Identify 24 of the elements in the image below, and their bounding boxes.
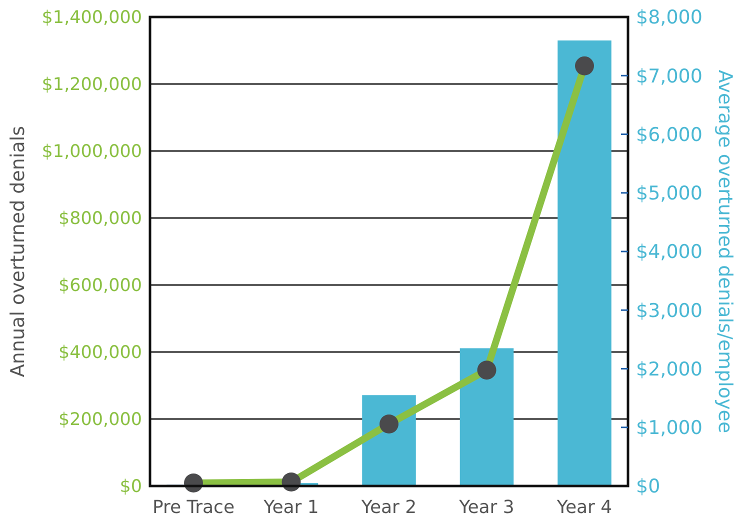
- y-tick-label: $400,000: [58, 343, 142, 364]
- y2-tick-label: $1,000: [636, 417, 702, 440]
- y-tick-label: $1,200,000: [42, 75, 142, 96]
- y2-tick-label: $5,000: [636, 182, 702, 205]
- y-tick-label: $800,000: [58, 209, 142, 230]
- y-tick-label: $1,400,000: [42, 8, 142, 28]
- y2-tick-label: $6,000: [636, 124, 702, 146]
- y-tick-label: $0: [120, 477, 142, 498]
- x-tick-label: Year 1: [262, 497, 319, 518]
- y2-tick-label: $8,000: [636, 6, 702, 29]
- y2-tick-label: $0: [636, 476, 660, 498]
- y-tick-label: $200,000: [58, 410, 142, 430]
- y2-axis-title: Average overturned denials/employee: [714, 70, 736, 434]
- x-tick-label: Pre Trace: [152, 497, 235, 518]
- y2-tick-label: $7,000: [636, 65, 702, 88]
- y-tick-label: $600,000: [58, 276, 142, 296]
- y-axis-title: Annual overturned denials: [7, 126, 29, 378]
- y2-tick-label: $3,000: [636, 300, 702, 322]
- x-tick-label: Year 4: [556, 497, 612, 518]
- x-tick-label: Year 3: [458, 497, 514, 518]
- y2-tick-label: $4,000: [636, 241, 702, 264]
- y-tick-label: $1,000,000: [42, 142, 142, 162]
- y2-tick-label: $2,000: [636, 358, 702, 380]
- x-tick-label: Year 2: [360, 497, 417, 518]
